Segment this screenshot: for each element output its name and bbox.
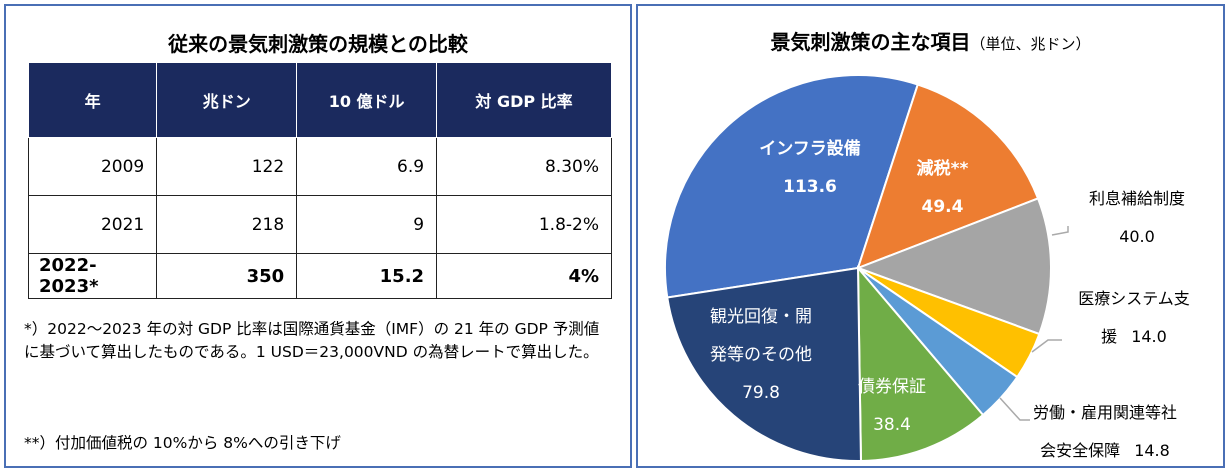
cell: 15.2 [296,253,438,299]
table-panel: 従来の景気刺激策の規模との比較 年 兆ドン 10 億ドル 対 GDP 比率 20… [4,4,632,468]
cell: 1.8-2% [436,195,612,254]
chart-subtitle: （単位、兆ドン） [970,35,1091,53]
cell: 6.9 [296,137,438,196]
header-cell: 兆ドン [156,62,298,138]
data-label: 観光回復・開発等のその他 79.8 [708,298,814,412]
data-label: インフラ設備 113.6 [740,130,880,206]
data-label: 労働・雇用関連等社会安全保障 14.8 [1030,394,1180,470]
header-row: 年 兆ドン 10 億ドル 対 GDP 比率 [27,62,612,138]
value-label: 38.4 [873,415,911,435]
value-label: 14.8 [1134,441,1170,460]
data-label: 利息補給制度 40.0 [1072,180,1202,256]
cell: 4% [436,253,612,299]
data-label: 債券保証 38.4 [842,368,942,444]
slice-label: 観光回復・開発等のその他 [710,307,812,365]
pie-slice [856,265,985,462]
pie-slice [855,197,1052,336]
leader-line [1051,226,1069,236]
slice-label: 利息補給制度 [1088,189,1185,208]
value-label: 49.4 [921,197,964,217]
leader-line [999,397,1030,421]
row: 2021 218 9 1.8-2% [27,195,612,254]
row: 2022-2023* 350 15.2 4% [27,253,612,299]
pie-slice [664,74,920,299]
row: 2009 122 6.9 8.30% [27,137,612,196]
header-cell: 年 [27,62,158,138]
table: 年 兆ドン 10 億ドル 対 GDP 比率 2009 122 6.9 8.30% 20… [27,62,612,299]
cell: 2009 [27,137,158,196]
value-label: 113.6 [783,177,837,197]
slice-label: 医療システム支援 [1078,289,1190,346]
note: **）付加価値税の 10%から 8%への引き下げ [24,434,341,452]
pie-slice [666,266,862,462]
slice-label: インフラ設備 [759,139,861,159]
table-title: 従来の景気刺激策の規模との比較 [168,32,468,56]
slice-label: 労働・雇用関連等社会安全保障 [1032,403,1177,460]
data-label: 医療システム支援 14.0 [1076,280,1192,356]
slice-label: 債券保証 [858,377,926,397]
cell: 2021 [27,195,158,254]
header-cell: 対 GDP 比率 [436,62,612,138]
data-label: 減税** 49.4 [895,150,990,226]
pie-slice [856,83,1040,270]
chart-title: 景気刺激策の主な項目 [770,30,971,54]
header-cell: 10 億ドル [296,62,438,138]
leader-line [1031,339,1062,353]
note: *）2022～2023 年の対 GDP 比率は国際通貨基金（IMF）の 21 年… [24,320,600,361]
value-label: 14.0 [1131,327,1167,346]
cell: 350 [156,253,298,299]
chart-panel: 景気刺激策の主な項目（単位、兆ドン） [636,4,1225,468]
value-label: 79.8 [742,383,780,403]
chart-heading: 景気刺激策の主な項目（単位、兆ドン） [638,26,1223,55]
slice-label: 減税** [916,159,969,179]
cell: 8.30% [436,137,612,196]
cell: 2022-2023* [27,253,158,299]
leader-lines [999,226,1069,421]
value-label: 40.0 [1119,227,1155,246]
